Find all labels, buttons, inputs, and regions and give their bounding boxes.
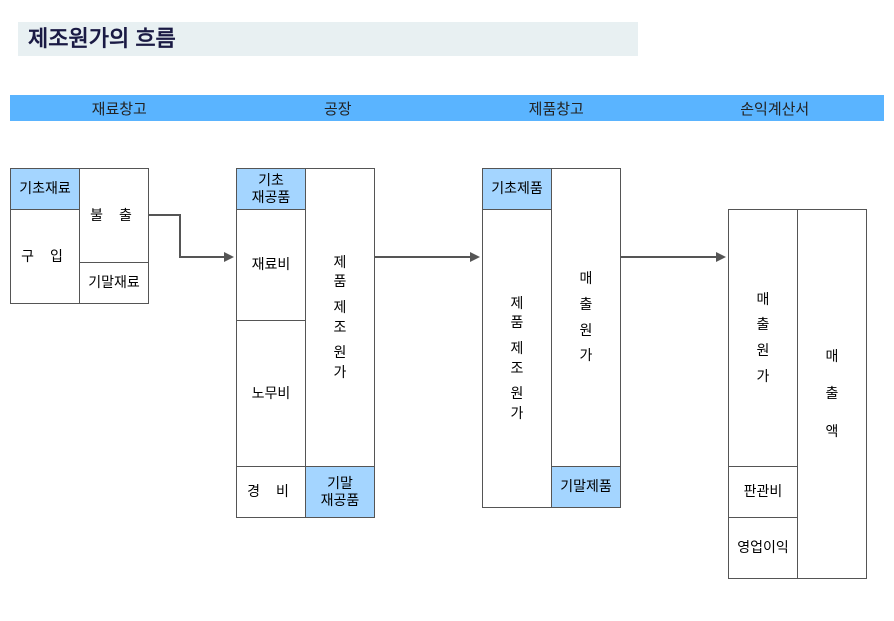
box-begin-material: 기초재료 xyxy=(10,168,80,210)
sales-text: 매출액 xyxy=(826,347,839,442)
box-op-income: 영업이익 xyxy=(728,517,798,579)
box-income-cogs: 매출원가 xyxy=(728,209,798,467)
cogm-text: 제품제조원가 xyxy=(334,253,347,383)
box-overhead: 경 비 xyxy=(236,466,306,518)
header-warehouse: 제품창고 xyxy=(456,98,656,119)
box-begin-fg: 기초제품 xyxy=(482,168,552,210)
header-factory: 공장 xyxy=(238,98,438,119)
box-material-cost: 재료비 xyxy=(236,209,306,321)
box-end-wip: 기말 재공품 xyxy=(305,466,375,518)
arrow3-h xyxy=(621,256,716,258)
arrow2-head xyxy=(470,252,480,262)
box-end-material: 기말재료 xyxy=(79,262,149,304)
box-sales: 매출액 xyxy=(797,209,867,579)
box-cogm-in: 제품제조원가 xyxy=(482,209,552,508)
income-cogs-text: 매출원가 xyxy=(757,290,770,386)
header-band: 재료창고 공장 제품창고 손익계산서 xyxy=(10,95,884,121)
box-end-fg: 기말제품 xyxy=(551,466,621,508)
cogm-in-text: 제품제조원가 xyxy=(511,294,524,424)
arrow2-h xyxy=(375,256,470,258)
box-sga: 판관비 xyxy=(728,466,798,518)
box-labor-cost: 노무비 xyxy=(236,320,306,467)
box-purchase: 구 입 xyxy=(10,209,80,304)
arrow3-head xyxy=(716,252,726,262)
box-cogm: 제품제조원가 xyxy=(305,168,375,467)
cogs-out-text: 매출원가 xyxy=(580,269,593,365)
box-begin-wip: 기초 재공품 xyxy=(236,168,306,210)
box-cogs-out: 매출원가 xyxy=(551,168,621,467)
header-material: 재료창고 xyxy=(19,98,219,119)
arrow1-h1 xyxy=(149,214,179,216)
page-title: 제조원가의 흐름 xyxy=(18,22,638,56)
header-income: 손익계산서 xyxy=(675,98,875,119)
arrow1-h2 xyxy=(179,256,224,258)
box-outflow: 불 출 xyxy=(79,168,149,263)
arrow1-v xyxy=(179,214,181,256)
arrow1-head xyxy=(224,252,234,262)
